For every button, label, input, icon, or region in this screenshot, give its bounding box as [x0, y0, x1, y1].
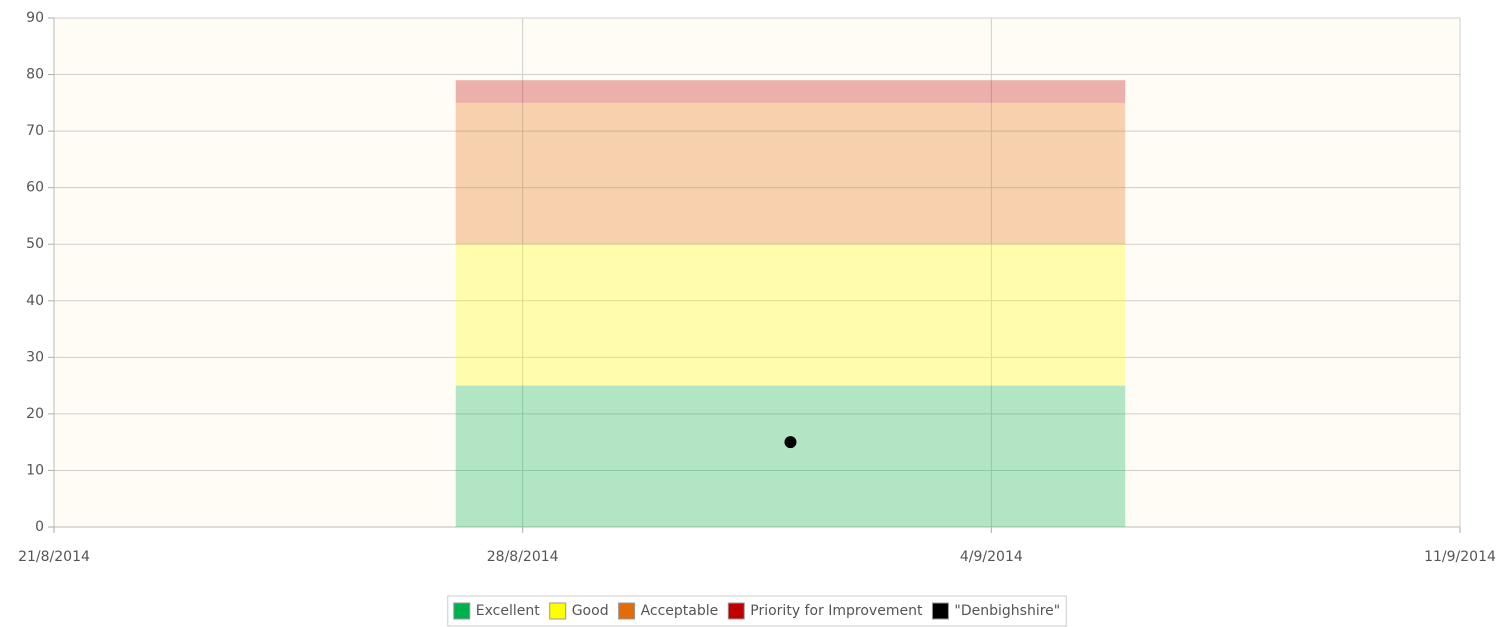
band [455, 102, 1126, 245]
plot-background [54, 18, 1460, 527]
y-tick-label: 30 [26, 349, 44, 365]
y-tick-label: 60 [26, 180, 44, 196]
band [455, 385, 1126, 527]
band [455, 244, 1126, 386]
legend-swatch [618, 602, 636, 620]
legend-swatch [549, 602, 567, 620]
y-tick-label: 40 [26, 293, 44, 309]
y-tick-label: 0 [35, 519, 44, 535]
x-tick-label: 28/8/2014 [487, 549, 559, 565]
band [455, 80, 1126, 103]
y-tick-label: 90 [26, 10, 44, 26]
legend-label: "Denbighshire" [954, 603, 1060, 619]
y-tick-label: 10 [26, 462, 44, 478]
x-tick-label: 11/9/2014 [1424, 549, 1496, 565]
legend-label: Priority for Improvement [750, 603, 923, 619]
legend-swatch [727, 602, 745, 620]
x-tick-label: 4/9/2014 [960, 549, 1023, 565]
y-tick-label: 80 [26, 67, 44, 83]
legend: Excellent Good Acceptable Priority for Impr… [447, 595, 1067, 627]
legend-label: Acceptable [641, 603, 719, 619]
y-tick-label: 20 [26, 406, 44, 422]
x-tick-label: 21/8/2014 [18, 549, 90, 565]
point [784, 436, 797, 449]
legend-swatch [931, 602, 949, 620]
y-tick-label: 50 [26, 236, 44, 252]
y-tick-label: 70 [26, 123, 44, 139]
legend-label: Good [572, 603, 609, 619]
legend-swatch [453, 602, 471, 620]
legend-label: Excellent [476, 603, 540, 619]
